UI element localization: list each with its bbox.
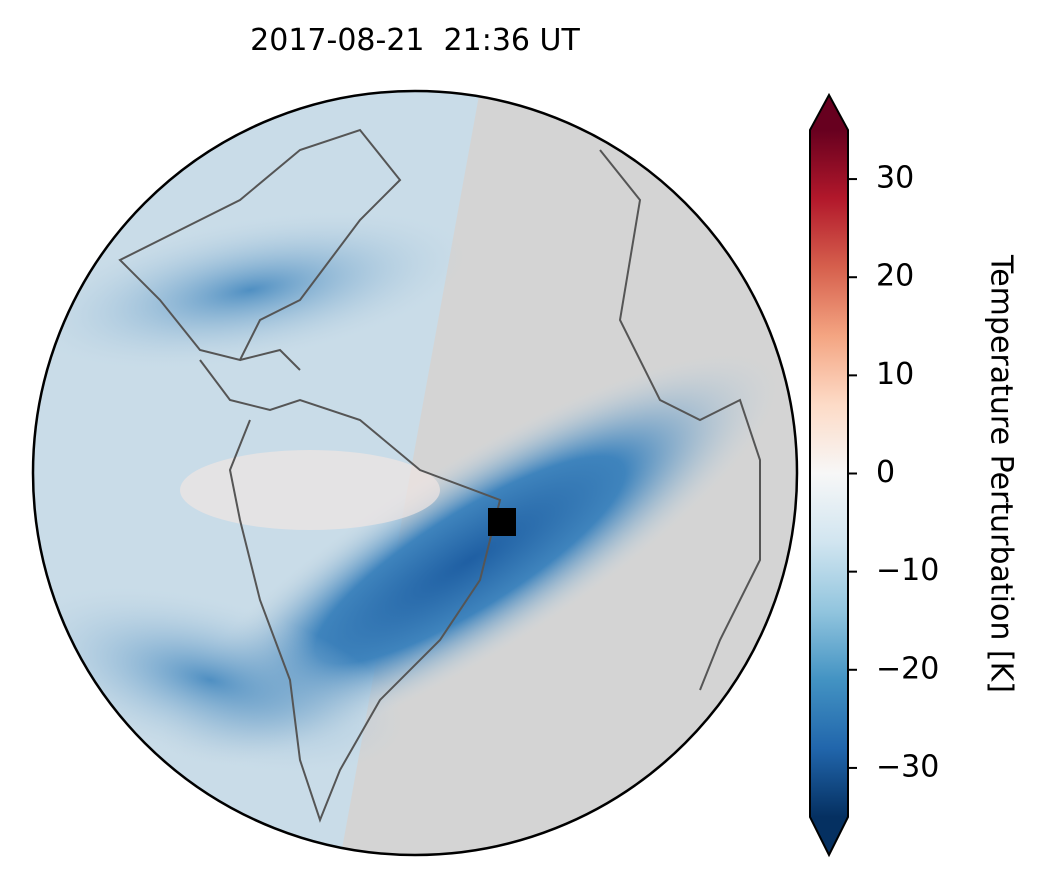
- colorbar-tick-label: 20: [876, 259, 914, 294]
- colorbar-body: [810, 130, 848, 817]
- globe: [33, 91, 797, 855]
- colorbar: −30 −20 −10 0 10 20 30: [809, 92, 939, 858]
- colorbar-tick-label: 30: [876, 161, 914, 196]
- colorbar-tick-label: −20: [876, 651, 939, 686]
- colorbar-tick-label: 0: [876, 455, 895, 490]
- colorbar-outline: [809, 92, 849, 858]
- colorbar-extend-min: [810, 817, 848, 855]
- colorbar-tick-label: 10: [876, 357, 914, 392]
- colorbar-tick-label: −10: [876, 553, 939, 588]
- colorbar-tick-label: −30: [876, 749, 939, 784]
- globe-outline: [31, 89, 799, 857]
- colorbar-extend-max: [810, 95, 848, 130]
- colorbar-label: Temperature Perturbation [K]: [984, 254, 1019, 693]
- title: 2017-08-21 21:36 UT: [250, 23, 580, 58]
